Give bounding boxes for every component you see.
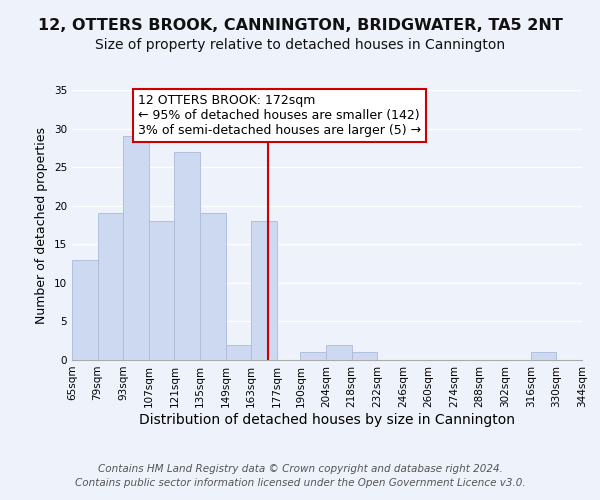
Bar [226,344,251,360]
Bar [72,260,98,360]
Bar [301,352,326,360]
Text: 12 OTTERS BROOK: 172sqm
← 95% of detached houses are smaller (142)
3% of semi-de: 12 OTTERS BROOK: 172sqm ← 95% of detache… [139,94,421,137]
Bar [352,352,377,360]
Bar [149,221,175,360]
Bar [200,214,226,360]
X-axis label: Distribution of detached houses by size in Cannington: Distribution of detached houses by size … [139,412,515,426]
Bar [175,152,200,360]
Y-axis label: Number of detached properties: Number of detached properties [35,126,49,324]
Bar [326,344,352,360]
Text: 12, OTTERS BROOK, CANNINGTON, BRIDGWATER, TA5 2NT: 12, OTTERS BROOK, CANNINGTON, BRIDGWATER… [38,18,562,32]
Bar [531,352,556,360]
Text: Contains HM Land Registry data © Crown copyright and database right 2024.
Contai: Contains HM Land Registry data © Crown c… [74,464,526,487]
Bar [123,136,149,360]
Bar [98,214,123,360]
Bar [251,221,277,360]
Text: Size of property relative to detached houses in Cannington: Size of property relative to detached ho… [95,38,505,52]
